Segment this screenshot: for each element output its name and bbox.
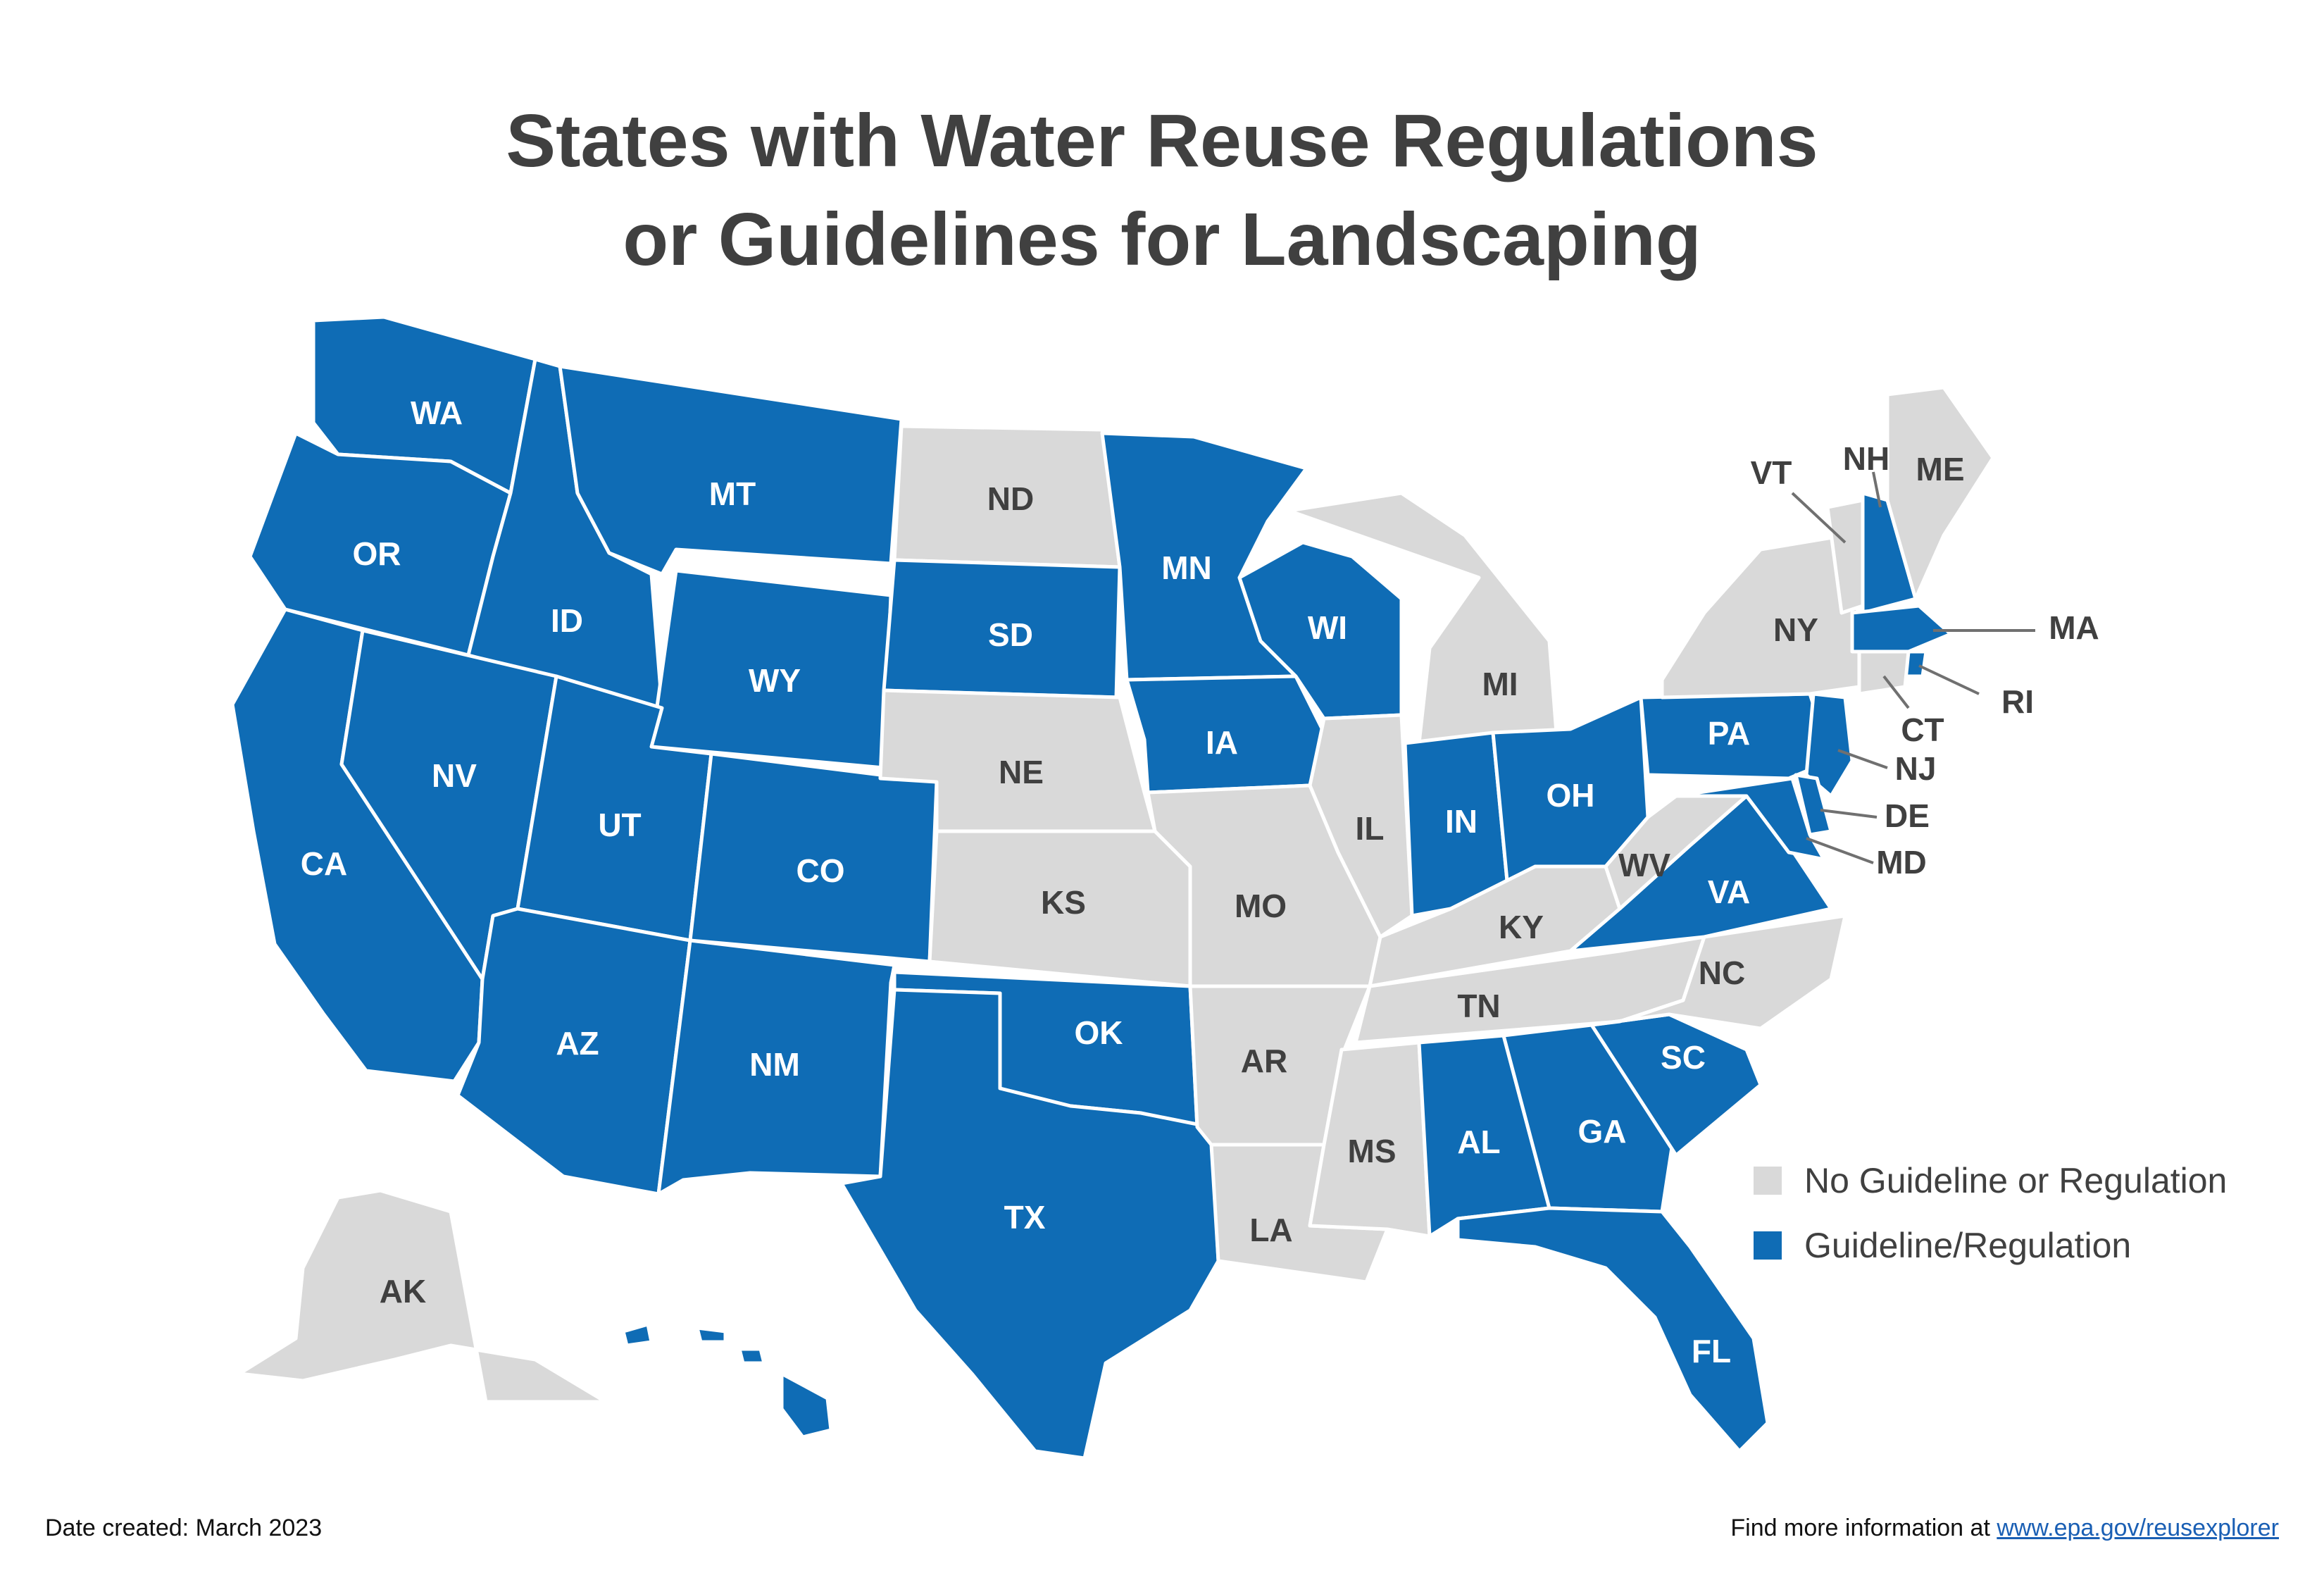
leader-ri	[1918, 664, 1980, 695]
leader-nh	[1872, 471, 1882, 508]
label-az: AZ	[556, 1025, 599, 1062]
label-al: AL	[1457, 1124, 1500, 1160]
legend-label-regulated: Guideline/Regulation	[1804, 1226, 2132, 1265]
label-mn: MN	[1161, 549, 1212, 586]
label-me: ME	[1916, 451, 1965, 487]
leader-vt	[1791, 492, 1847, 544]
label-leader-lines	[1791, 471, 2035, 864]
label-fl: FL	[1692, 1333, 1731, 1369]
label-ia: IA	[1206, 724, 1238, 761]
leader-md	[1806, 837, 1874, 864]
state-me	[1885, 385, 1995, 601]
state-labels: WA OR CA ID NV MT WY UT AZ CO NM ND SD N…	[301, 394, 2099, 1416]
label-ct: CT	[1901, 711, 1944, 748]
label-ny: NY	[1773, 611, 1818, 648]
label-il: IL	[1356, 810, 1385, 847]
label-ar: AR	[1241, 1043, 1287, 1079]
state-tx	[839, 988, 1220, 1460]
label-ma: MA	[2049, 609, 2099, 646]
legend: No Guideline or Regulation Guideline/Reg…	[1754, 1148, 2227, 1278]
leader-nj	[1837, 749, 1888, 769]
title-line-2: or Guidelines for Landscaping	[623, 198, 1701, 281]
state-hi	[780, 1372, 833, 1439]
legend-item-none: No Guideline or Regulation	[1754, 1148, 2227, 1213]
label-nj: NJ	[1895, 750, 1937, 787]
legend-swatch-regulated	[1754, 1231, 1782, 1260]
state-nm	[656, 938, 897, 1196]
more-info: Find more information at www.epa.gov/reu…	[1730, 1515, 2279, 1542]
label-ne: NE	[999, 754, 1044, 790]
label-co: CO	[796, 852, 845, 889]
label-wa: WA	[411, 394, 463, 431]
label-nc: NC	[1699, 955, 1745, 991]
state-hi-islands	[621, 1322, 766, 1365]
label-sd: SD	[988, 616, 1033, 653]
date-created: Date created: March 2023	[45, 1515, 323, 1541]
state-md	[1674, 776, 1826, 862]
label-mo: MO	[1235, 888, 1287, 924]
legend-label-none: No Guideline or Regulation	[1804, 1161, 2228, 1200]
label-pa: PA	[1708, 715, 1751, 752]
label-ri: RI	[2001, 683, 2034, 720]
label-id: ID	[551, 602, 583, 639]
label-de: DE	[1885, 797, 1930, 834]
label-nd: ND	[987, 480, 1034, 517]
legend-item-regulated: Guideline/Regulation	[1754, 1213, 2227, 1278]
more-info-text: Find more information at	[1730, 1515, 1997, 1541]
label-mi: MI	[1482, 666, 1518, 702]
reuse-explorer-link[interactable]: www.epa.gov/reusexplorer	[1997, 1515, 2279, 1541]
label-la: LA	[1249, 1212, 1292, 1248]
state-ak	[237, 1188, 608, 1404]
leader-ct	[1882, 675, 1910, 709]
label-tx: TX	[1004, 1199, 1046, 1236]
label-nm: NM	[749, 1046, 800, 1083]
label-ms: MS	[1348, 1133, 1397, 1169]
label-md: MD	[1876, 844, 1927, 881]
state-ct	[1857, 649, 1911, 696]
state-fl	[1456, 1206, 1770, 1453]
label-nh: NH	[1843, 440, 1889, 477]
state-nj	[1804, 692, 1854, 798]
state-ma	[1850, 604, 1953, 654]
label-va: VA	[1708, 874, 1751, 910]
label-tn: TN	[1457, 988, 1500, 1024]
label-hi: HI	[716, 1379, 749, 1416]
label-ut: UT	[598, 807, 641, 843]
leader-de	[1820, 809, 1878, 819]
label-vt: VT	[1751, 454, 1792, 491]
label-wi: WI	[1308, 609, 1347, 646]
label-sc: SC	[1661, 1039, 1706, 1076]
label-or: OR	[353, 535, 401, 572]
map-title: States with Water Reuse Regulations or G…	[0, 92, 2324, 289]
state-ny	[1660, 533, 1861, 700]
legend-swatch-none	[1754, 1167, 1782, 1195]
title-line-1: States with Water Reuse Regulations	[506, 99, 1818, 182]
label-in: IN	[1445, 803, 1478, 840]
label-ky: KY	[1499, 909, 1544, 945]
label-oh: OH	[1547, 777, 1595, 814]
label-ks: KS	[1041, 884, 1086, 921]
state-mt	[558, 364, 904, 576]
label-nv: NV	[432, 757, 477, 794]
label-ok: OK	[1075, 1014, 1123, 1051]
label-ga: GA	[1578, 1113, 1627, 1150]
label-ca: CA	[301, 845, 347, 882]
label-ak: AK	[380, 1273, 426, 1310]
label-wv: WV	[1618, 847, 1670, 883]
state-nc	[1589, 914, 1847, 1031]
label-mt: MT	[709, 476, 756, 512]
label-wy: WY	[749, 662, 801, 699]
